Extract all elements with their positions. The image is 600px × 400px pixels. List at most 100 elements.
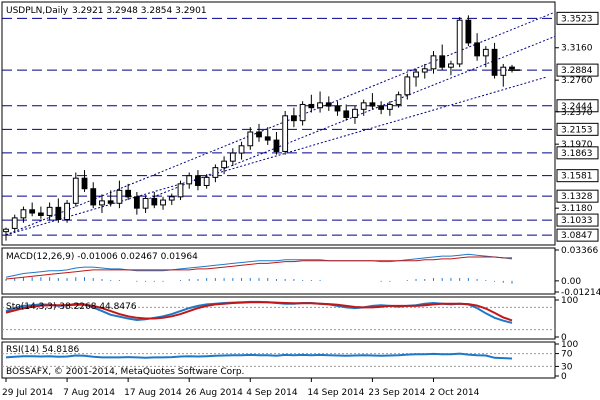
bull-candle-body — [20, 209, 27, 219]
bear-candle-body — [378, 105, 385, 110]
stochastic-panel-frame — [1, 296, 556, 340]
stochastic-title: Sto(14,3,3) 38.2268 44.8476 — [6, 302, 137, 312]
candle — [37, 206, 44, 219]
rsi-tick-label: 100 — [561, 340, 578, 350]
price-label-box — [556, 228, 599, 242]
bear-candle-body — [369, 102, 376, 107]
bear-candle-body — [125, 189, 132, 198]
macd-signal-line — [5, 256, 512, 280]
candle — [369, 93, 376, 110]
bull-candle-body — [160, 199, 166, 206]
candle — [421, 63, 428, 79]
bear-candle-body — [465, 19, 472, 44]
bull-candle-body — [11, 217, 18, 229]
candle — [64, 200, 70, 223]
time-tick-label: 26 Aug 2014 — [185, 388, 243, 398]
time-tick-label: 7 Aug 2014 — [63, 388, 115, 398]
bull-candle-body — [413, 71, 419, 78]
bull-candle-body — [168, 196, 175, 201]
time-tick-label: 14 Sep 2014 — [307, 388, 364, 398]
price-tick-label: 3.2153 — [561, 125, 593, 135]
bear-candle-body — [37, 212, 44, 216]
macd-title: MACD(12,26,9) -0.01006 0.02467 0.01964 — [6, 252, 198, 262]
candle — [116, 180, 123, 209]
price-tick-label: 3.3523 — [561, 14, 593, 24]
bear-candle-body — [29, 209, 36, 214]
bear-candle-body — [256, 131, 262, 138]
bear-candle-body — [264, 136, 271, 141]
price-tick-label: 3.2444 — [561, 102, 593, 112]
bull-candle-body — [386, 103, 393, 110]
candle — [264, 127, 271, 145]
chart-title: USDPLN,Daily 3.2921 3.2948 3.2854 3.2901 — [6, 6, 207, 16]
time-tick-label: 23 Sep 2014 — [368, 388, 425, 398]
macd-tick-label: 0.00 — [561, 277, 581, 287]
bull-candle-body — [395, 94, 402, 105]
candle — [360, 99, 367, 116]
bear-candle-body — [325, 102, 332, 107]
candle — [107, 190, 114, 207]
bear-candle-body — [273, 139, 280, 152]
bear-candle-body — [308, 103, 315, 109]
price-candles — [3, 15, 520, 241]
bear-candle-body — [151, 197, 158, 206]
bear-candle-body — [90, 188, 97, 206]
rsi-content — [2, 352, 555, 367]
candle — [456, 16, 463, 68]
price-tick-label: 3.1033 — [561, 216, 593, 226]
bull-candle-body — [247, 131, 254, 147]
bull-candle-body — [99, 200, 105, 206]
price-tick-label: 3.1863 — [561, 149, 593, 159]
price-label-box — [556, 99, 599, 113]
candle — [99, 194, 105, 214]
candle — [491, 42, 498, 79]
candle — [125, 183, 132, 201]
bear-candle-body — [439, 55, 446, 68]
price-tick-label: 3.2760 — [561, 76, 593, 86]
candle — [430, 50, 437, 74]
candle — [72, 172, 79, 207]
candle — [11, 214, 18, 231]
candle — [229, 148, 236, 167]
macd-main-line — [5, 253, 513, 278]
price-tick-label: 3.2884 — [561, 66, 593, 76]
bull-candle-body — [238, 145, 245, 154]
candle — [133, 191, 140, 215]
bear-candle-body — [133, 196, 140, 209]
candle — [500, 63, 507, 87]
candle — [46, 202, 53, 221]
candle — [413, 68, 419, 87]
candle — [325, 96, 332, 111]
bull-candle-body — [177, 183, 184, 198]
bear-candle-body — [491, 48, 498, 76]
copyright-text: BOSSAFX, © 2001-2014, MetaQuotes Softwar… — [6, 367, 244, 377]
price-label-box — [556, 122, 599, 136]
candle — [186, 172, 193, 189]
price-label-box — [556, 189, 599, 203]
candle — [290, 107, 297, 128]
bull-candle-body — [317, 102, 323, 109]
candle — [177, 180, 184, 201]
stochastic-tick-label: 100 — [561, 296, 578, 306]
candle — [238, 141, 245, 160]
bear-candle-body — [474, 42, 481, 57]
time-tick-label: 2 Oct 2014 — [429, 388, 479, 398]
bull-candle-body — [352, 108, 358, 118]
price-label-box — [556, 213, 599, 227]
macd-panel: 0.03366 0.00-0.01214 MACD(12,26,9) -0.010… — [1, 246, 600, 298]
macd-content — [5, 253, 513, 284]
candle — [378, 101, 385, 115]
candle — [81, 170, 88, 192]
stochastic-content — [2, 300, 555, 331]
candle — [439, 44, 446, 71]
trendline — [5, 76, 548, 236]
candle — [482, 46, 489, 68]
candle — [142, 195, 149, 214]
price-label-box — [556, 146, 599, 160]
bear-candle-body — [55, 206, 62, 221]
bull-candle-body — [482, 48, 489, 57]
